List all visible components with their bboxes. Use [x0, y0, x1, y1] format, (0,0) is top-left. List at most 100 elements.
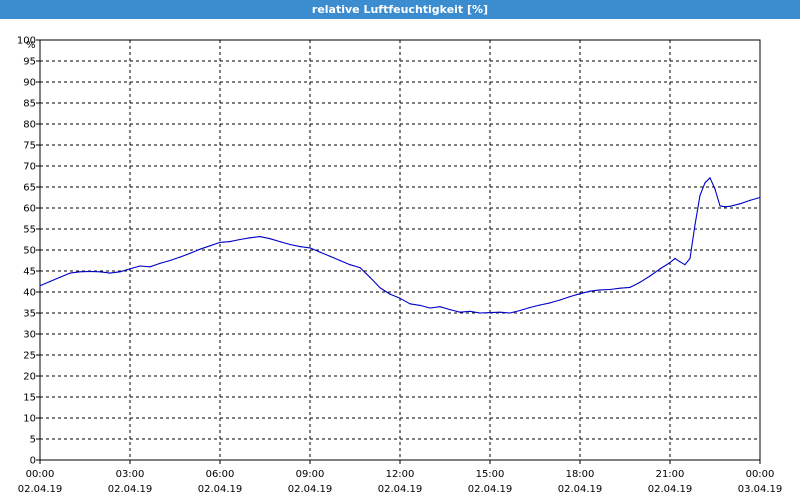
- humidity-data-point: [409, 303, 411, 305]
- y-tick-label: 45: [23, 267, 36, 278]
- humidity-data-point: [579, 293, 581, 295]
- x-tick-time: 18:00: [566, 469, 595, 480]
- humidity-data-point: [669, 262, 671, 264]
- humidity-data-point: [109, 272, 111, 274]
- humidity-data-point: [239, 238, 241, 241]
- y-tick-label: 95: [23, 57, 36, 68]
- humidity-data-point: [539, 304, 541, 306]
- y-tick-label: 80: [23, 120, 36, 131]
- x-tick-time: 06:00: [206, 469, 235, 480]
- y-tick-label: 85: [23, 99, 36, 110]
- humidity-data-point: [529, 306, 531, 309]
- humidity-data-point: [609, 288, 611, 291]
- x-tick-date: 02.04.19: [288, 484, 333, 495]
- humidity-data-point: [69, 272, 71, 274]
- y-tick-label: 30: [23, 330, 36, 341]
- humidity-data-point: [599, 289, 601, 291]
- humidity-data-point: [139, 265, 141, 267]
- y-tick-label: 20: [23, 372, 36, 383]
- y-tick-label: 25: [23, 351, 36, 362]
- humidity-data-point: [339, 259, 341, 262]
- humidity-data-point: [629, 286, 631, 288]
- humidity-data-point: [99, 271, 101, 273]
- humidity-data-point: [674, 257, 676, 259]
- humidity-data-point: [694, 224, 696, 226]
- humidity-data-point: [519, 309, 521, 312]
- humidity-data-point: [399, 297, 401, 299]
- humidity-data-point: [689, 257, 691, 259]
- humidity-data-point: [659, 268, 661, 270]
- x-tick-time: 00:00: [26, 469, 55, 480]
- x-tick-date: 02.04.19: [558, 484, 603, 495]
- humidity-data-point: [269, 238, 271, 240]
- x-tick-date: 02.04.19: [18, 484, 63, 495]
- humidity-data-point: [459, 311, 461, 313]
- humidity-data-point: [619, 287, 621, 289]
- humidity-data-point: [649, 275, 651, 277]
- humidity-data-point: [179, 256, 181, 258]
- y-tick-label: 35: [23, 309, 36, 320]
- humidity-data-point: [639, 281, 641, 283]
- humidity-data-point: [119, 271, 121, 273]
- humidity-data-point: [299, 246, 301, 248]
- humidity-data-point: [739, 203, 741, 205]
- y-tick-label: 55: [23, 225, 36, 236]
- y-tick-label: 0: [30, 456, 36, 467]
- y-tick-label: 40: [23, 288, 36, 299]
- humidity-data-point: [219, 241, 221, 243]
- y-tick-label: 15: [23, 393, 36, 404]
- humidity-data-point: [569, 296, 571, 298]
- humidity-data-point: [389, 293, 391, 295]
- humidity-data-point: [489, 312, 491, 314]
- humidity-data-point: [289, 243, 291, 246]
- y-tick-label: 70: [23, 162, 36, 173]
- humidity-data-point: [259, 236, 261, 238]
- humidity-data-point: [749, 199, 751, 201]
- humidity-data-point: [379, 287, 381, 289]
- humidity-data-point: [589, 290, 591, 292]
- y-tick-label: 60: [23, 204, 36, 215]
- humidity-data-point: [349, 264, 351, 266]
- x-tick-date: 02.04.19: [198, 484, 243, 495]
- humidity-data-point: [319, 251, 321, 253]
- humidity-data-point: [199, 248, 201, 250]
- humidity-data-point: [759, 196, 761, 199]
- x-tick-time: 21:00: [656, 469, 685, 480]
- humidity-data-point: [714, 188, 716, 190]
- humidity-data-point: [724, 206, 726, 208]
- humidity-data-point: [249, 237, 251, 239]
- chart-title: relative Luftfeuchtigkeit [%]: [0, 0, 800, 19]
- humidity-data-point: [509, 312, 511, 314]
- humidity-data-point: [439, 306, 441, 308]
- humidity-data-point: [499, 311, 501, 313]
- humidity-data-point: [479, 312, 481, 314]
- humidity-data-point: [469, 310, 471, 312]
- y-tick-label: 5: [30, 435, 36, 446]
- x-tick-time: 03:00: [116, 469, 145, 480]
- humidity-data-point: [729, 205, 731, 207]
- humidity-data-point: [49, 280, 51, 283]
- humidity-data-point: [679, 261, 681, 263]
- humidity-data-point: [559, 299, 561, 301]
- humidity-data-point: [39, 285, 41, 287]
- x-tick-time: 00:00: [746, 469, 775, 480]
- x-tick-date: 02.04.19: [648, 484, 693, 495]
- x-tick-date: 03.04.19: [738, 484, 783, 495]
- humidity-data-point: [684, 264, 686, 266]
- humidity-data-point: [169, 259, 171, 262]
- humidity-data-point: [359, 267, 361, 269]
- humidity-data-point: [149, 266, 151, 268]
- humidity-data-point: [449, 309, 451, 311]
- tick-layer: 0 5 10 15 20 25 30 35 40 45 50 55 60 65 70 75 80 85 90 95 10…: [17, 36, 782, 496]
- humidity-data-point: [329, 255, 331, 257]
- humidity-data-point: [699, 194, 701, 196]
- y-tick-label: 75: [23, 141, 36, 152]
- humidity-data-point: [309, 247, 311, 249]
- x-tick-date: 02.04.19: [108, 484, 153, 495]
- humidity-data-point: [429, 307, 431, 309]
- x-tick-time: 15:00: [476, 469, 505, 480]
- humidity-data-point: [229, 241, 231, 243]
- y-tick-label: 50: [23, 246, 36, 257]
- y-tick-label: 10: [23, 414, 36, 425]
